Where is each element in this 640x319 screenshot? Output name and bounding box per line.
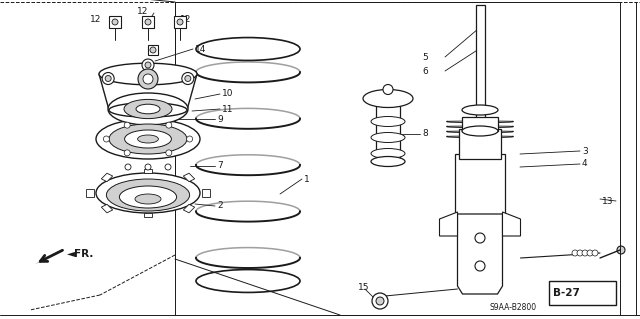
Circle shape [166,122,172,128]
Polygon shape [109,16,121,28]
Polygon shape [458,214,502,294]
Circle shape [145,164,151,170]
Ellipse shape [371,157,405,167]
Circle shape [376,297,384,305]
Ellipse shape [371,132,405,143]
Circle shape [592,250,598,256]
Polygon shape [144,213,152,217]
Circle shape [572,250,578,256]
Ellipse shape [109,103,187,117]
Ellipse shape [138,135,159,143]
Text: 9: 9 [217,115,223,123]
Polygon shape [459,129,501,159]
Circle shape [102,72,114,85]
Polygon shape [174,16,186,28]
Text: 4: 4 [582,160,588,168]
Circle shape [105,76,111,81]
Ellipse shape [96,119,200,159]
Circle shape [112,19,118,25]
Ellipse shape [109,124,187,154]
Text: 5: 5 [422,53,428,62]
Text: 10: 10 [222,90,234,99]
Text: 11: 11 [222,105,234,114]
Circle shape [187,136,193,142]
Circle shape [177,19,183,25]
Polygon shape [183,204,195,213]
Text: 14: 14 [195,44,206,54]
Circle shape [150,47,156,53]
Ellipse shape [136,104,160,114]
Circle shape [142,59,154,71]
Ellipse shape [462,126,498,136]
Text: 12: 12 [180,14,191,24]
Polygon shape [183,173,195,182]
Circle shape [372,293,388,309]
Polygon shape [476,5,484,119]
Ellipse shape [363,90,413,108]
Text: 6: 6 [422,66,428,76]
Polygon shape [148,45,158,55]
Ellipse shape [462,105,498,115]
Circle shape [617,246,625,254]
Text: 2: 2 [217,202,223,211]
Ellipse shape [96,173,200,213]
Circle shape [104,136,109,142]
Text: B-27: B-27 [553,288,580,298]
Circle shape [124,122,130,128]
Circle shape [582,250,588,256]
Circle shape [145,62,151,68]
Circle shape [182,72,194,85]
Ellipse shape [108,93,188,125]
Text: 13: 13 [602,197,614,205]
Circle shape [125,164,131,170]
Circle shape [145,19,151,25]
Polygon shape [142,16,154,28]
Polygon shape [202,189,210,197]
Text: 12: 12 [137,6,148,16]
Ellipse shape [371,149,405,159]
Text: ◄FR.: ◄FR. [67,249,94,259]
Polygon shape [440,212,458,236]
Ellipse shape [125,130,172,148]
Text: 8: 8 [422,130,428,138]
Ellipse shape [99,63,197,85]
Ellipse shape [120,186,177,208]
Text: 3: 3 [582,146,588,155]
Polygon shape [101,173,113,182]
Text: 12: 12 [90,14,101,24]
Ellipse shape [106,179,189,211]
Polygon shape [502,212,520,236]
Circle shape [143,74,153,84]
Ellipse shape [124,100,172,119]
Circle shape [138,69,158,89]
Text: 7: 7 [217,161,223,170]
Ellipse shape [135,194,161,204]
Polygon shape [144,169,152,173]
Text: S9AA-B2800: S9AA-B2800 [490,302,537,311]
Circle shape [587,250,593,256]
Circle shape [185,76,191,81]
Polygon shape [86,189,94,197]
Circle shape [166,150,172,156]
Polygon shape [455,154,505,219]
Polygon shape [99,74,197,110]
Ellipse shape [371,116,405,127]
Circle shape [383,85,393,94]
Circle shape [124,150,130,156]
Circle shape [577,250,583,256]
Polygon shape [101,204,113,213]
Text: 15: 15 [358,283,369,292]
Text: 1: 1 [304,174,310,183]
Polygon shape [462,117,498,131]
Polygon shape [35,249,65,264]
Polygon shape [376,99,400,161]
Circle shape [165,164,171,170]
